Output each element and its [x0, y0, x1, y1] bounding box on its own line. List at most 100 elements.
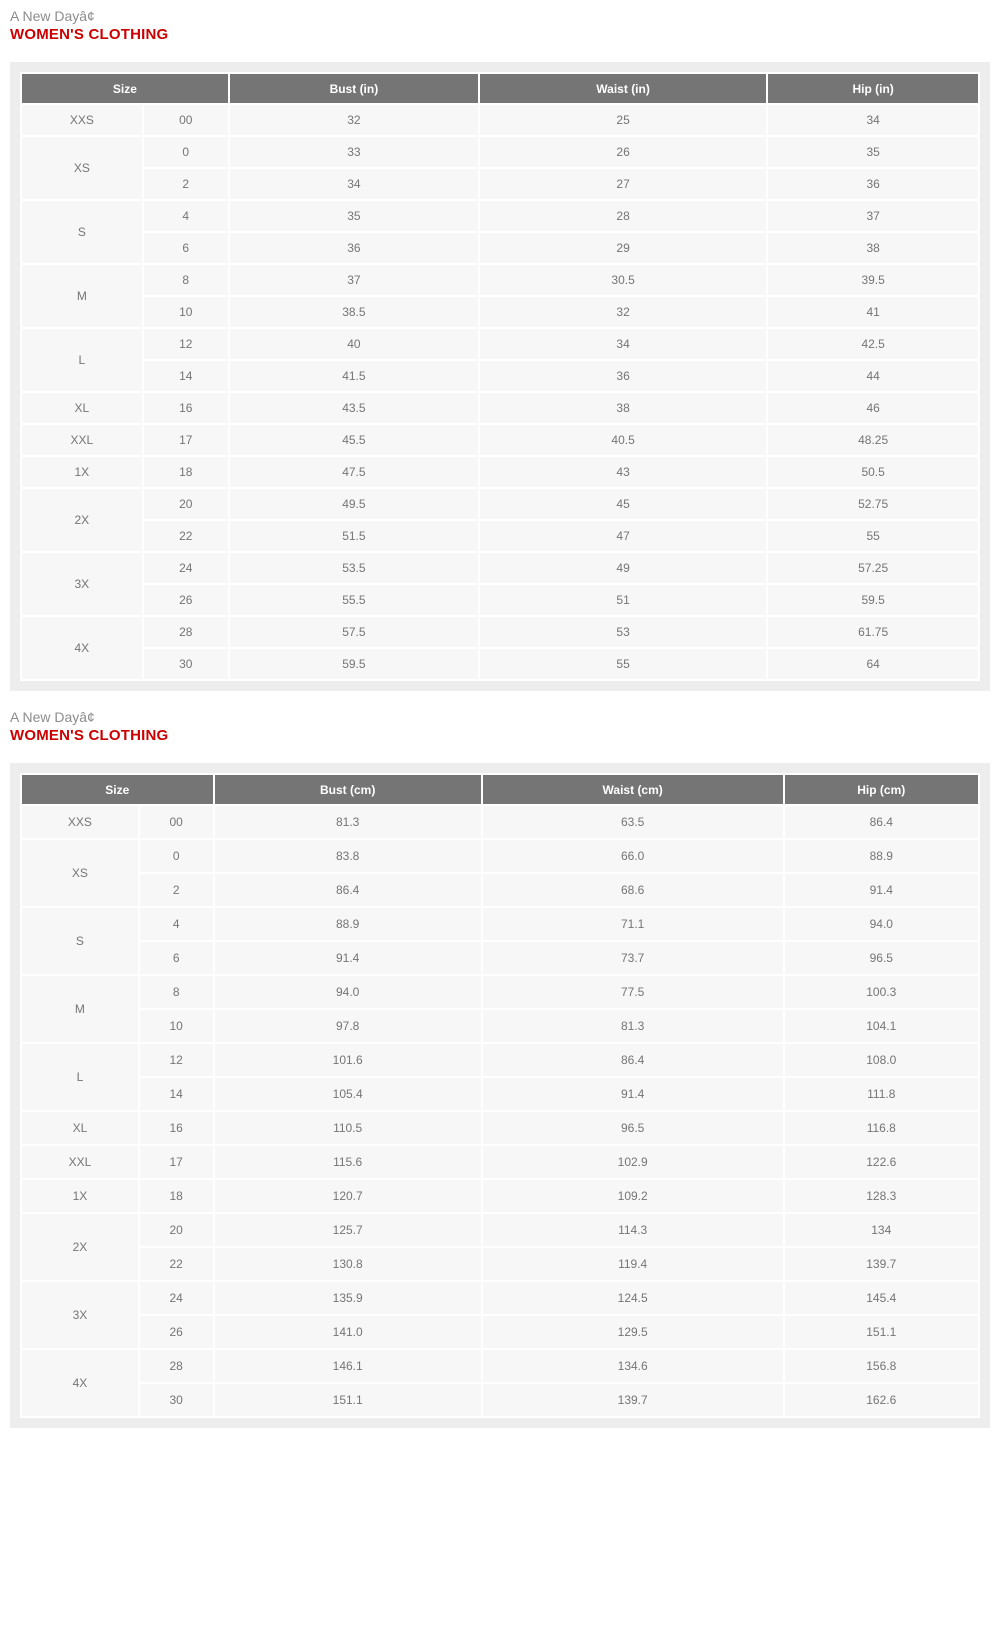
measurement-cell: 115.6	[212, 1144, 483, 1180]
section-header-cm: A New Dayâ¢ WOMEN'S CLOTHING	[10, 709, 990, 745]
measurement-cell: 26	[477, 135, 769, 169]
measurement-cell: 96.5	[782, 940, 981, 976]
measurement-cell: 88.9	[212, 906, 483, 942]
measurement-cell: 46	[766, 391, 980, 425]
table-row: S 4 88.9 71.1 94.0	[20, 906, 981, 976]
table-row: 30 59.5 55 64	[21, 647, 980, 681]
size-group-label: XL	[20, 1110, 140, 1146]
measurement-cell: 91.4	[782, 872, 981, 908]
column-header: Hip (in)	[766, 72, 980, 105]
measurement-cell: 37	[766, 199, 980, 233]
size-number-cell: 00	[141, 103, 230, 137]
size-number-cell: 24	[137, 1280, 215, 1316]
measurement-cell: 110.5	[212, 1110, 483, 1146]
table-row: 10 38.5 32 41	[21, 295, 980, 329]
size-number-cell: 22	[137, 1246, 215, 1282]
size-number-cell: 30	[137, 1382, 215, 1418]
size-group-label: XS	[20, 838, 140, 908]
measurement-cell: 139.7	[782, 1246, 981, 1282]
measurement-cell: 41	[766, 295, 980, 329]
size-number-cell: 0	[141, 135, 230, 169]
size-number-cell: 26	[137, 1314, 215, 1350]
size-group-label: M	[20, 263, 144, 329]
column-header: Size	[20, 72, 230, 105]
table-row: 3X 24 53.5 49 57.25	[20, 551, 980, 617]
size-number-cell: 14	[137, 1076, 215, 1112]
size-number-cell: 30	[141, 647, 230, 681]
size-number-cell: 8	[141, 263, 230, 297]
measurement-cell: 66.0	[480, 838, 785, 874]
measurement-cell: 135.9	[212, 1280, 483, 1316]
measurement-cell: 141.0	[212, 1314, 483, 1350]
measurement-cell: 32	[477, 295, 769, 329]
measurement-cell: 94.0	[782, 906, 981, 942]
size-number-cell: 16	[137, 1110, 215, 1146]
size-group-label: 3X	[20, 1280, 140, 1350]
measurement-cell: 52.75	[766, 487, 980, 521]
measurement-cell: 28	[477, 199, 769, 233]
size-group-label: 4X	[20, 1348, 140, 1418]
header-row: Size Bust (cm) Waist (cm) Hip (cm)	[20, 773, 981, 806]
table-row: 6 36 29 38	[21, 231, 980, 265]
measurement-cell: 91.4	[212, 940, 483, 976]
size-group-label: S	[20, 199, 144, 265]
measurement-cell: 120.7	[212, 1178, 483, 1214]
measurement-cell: 36	[766, 167, 980, 201]
measurement-cell: 86.4	[480, 1042, 785, 1078]
table-row: 26 141.0 129.5 151.1	[21, 1314, 981, 1350]
measurement-cell: 55.5	[227, 583, 480, 617]
size-number-cell: 2	[137, 872, 215, 908]
size-chart-table-inches: Size Bust (in) Waist (in) Hip (in) XXS 00 32 25…	[20, 72, 980, 681]
measurement-cell: 39.5	[766, 263, 980, 297]
measurement-cell: 51.5	[227, 519, 480, 553]
table-row: 1X 18 120.7 109.2 128.3	[20, 1178, 981, 1214]
column-header: Bust (in)	[227, 72, 480, 105]
measurement-cell: 59.5	[227, 647, 480, 681]
size-number-cell: 0	[137, 838, 215, 874]
measurement-cell: 43	[477, 455, 769, 489]
measurement-cell: 88.9	[782, 838, 981, 874]
size-group-label: S	[20, 906, 140, 976]
measurement-cell: 55	[766, 519, 980, 553]
measurement-cell: 35	[227, 199, 480, 233]
size-group-label: 2X	[20, 1212, 140, 1282]
measurement-cell: 59.5	[766, 583, 980, 617]
measurement-cell: 47.5	[227, 455, 480, 489]
measurement-cell: 43.5	[227, 391, 480, 425]
measurement-cell: 41.5	[227, 359, 480, 393]
measurement-cell: 94.0	[212, 974, 483, 1010]
table-row: M 8 37 30.5 39.5	[20, 263, 980, 329]
measurement-cell: 45.5	[227, 423, 480, 457]
table-row: M 8 94.0 77.5 100.3	[20, 974, 981, 1044]
size-number-cell: 17	[141, 423, 230, 457]
table-row: 2X 20 125.7 114.3 134	[20, 1212, 981, 1282]
measurement-cell: 100.3	[782, 974, 981, 1010]
measurement-cell: 96.5	[480, 1110, 785, 1146]
measurement-cell: 130.8	[212, 1246, 483, 1282]
measurement-cell: 86.4	[212, 872, 483, 908]
measurement-cell: 55	[477, 647, 769, 681]
table-row: L 12 101.6 86.4 108.0	[20, 1042, 981, 1112]
table-row: 14 41.5 36 44	[21, 359, 980, 393]
size-number-cell: 12	[141, 327, 230, 361]
measurement-cell: 40.5	[477, 423, 769, 457]
table-row: 2X 20 49.5 45 52.75	[20, 487, 980, 553]
table-row: S 4 35 28 37	[20, 199, 980, 265]
measurement-cell: 64	[766, 647, 980, 681]
section-header-inches: A New Dayâ¢ WOMEN'S CLOTHING	[10, 8, 990, 44]
column-header: Waist (cm)	[480, 773, 785, 806]
brand-title: A New Dayâ¢	[10, 709, 95, 725]
table-row: 26 55.5 51 59.5	[21, 583, 980, 617]
measurement-cell: 129.5	[480, 1314, 785, 1350]
table-row: 1X 18 47.5 43 50.5	[20, 455, 980, 489]
measurement-cell: 33	[227, 135, 480, 169]
measurement-cell: 145.4	[782, 1280, 981, 1316]
measurement-cell: 49.5	[227, 487, 480, 521]
table-row: 4X 28 57.5 53 61.75	[20, 615, 980, 681]
table-row: XXL 17 115.6 102.9 122.6	[20, 1144, 981, 1180]
table-row: 22 130.8 119.4 139.7	[21, 1246, 981, 1282]
category-title: WOMEN'S CLOTHING	[10, 727, 169, 744]
size-number-cell: 20	[137, 1212, 215, 1248]
measurement-cell: 68.6	[480, 872, 785, 908]
size-group-label: XXS	[20, 804, 140, 840]
